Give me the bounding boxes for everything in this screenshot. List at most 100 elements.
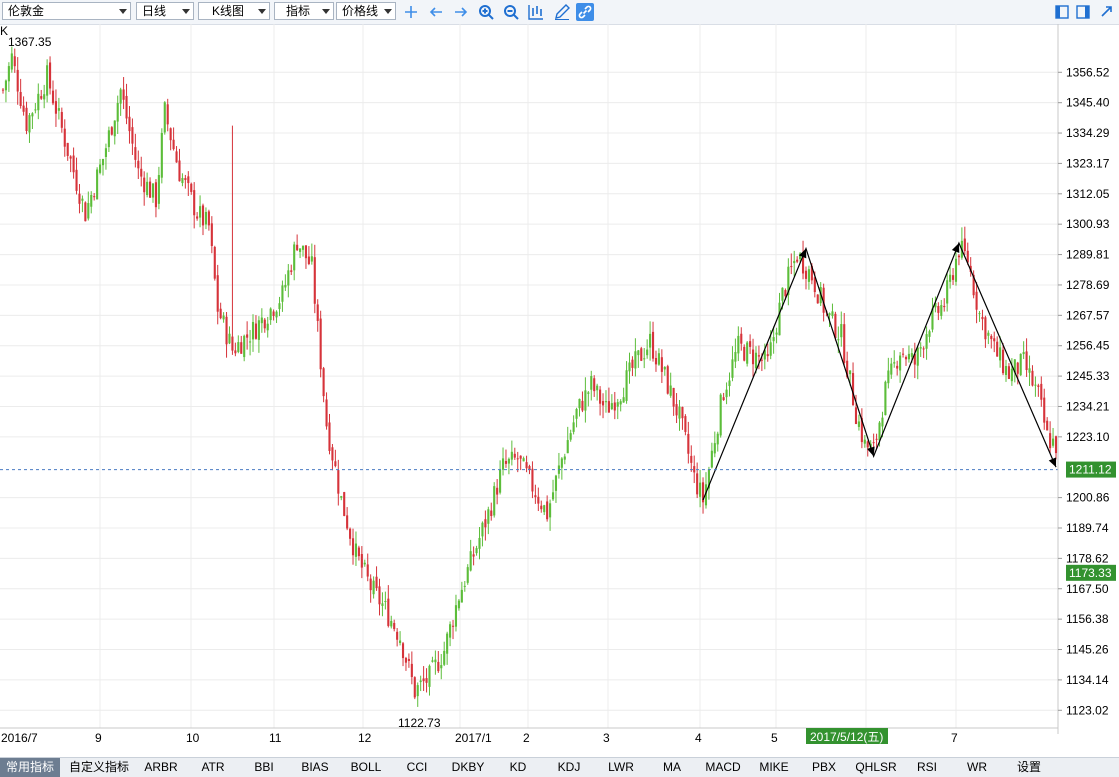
pattern-arrowhead xyxy=(1048,457,1057,468)
candle-body xyxy=(381,603,384,606)
candle-body xyxy=(1019,353,1022,376)
tab-kd[interactable]: KD xyxy=(509,760,527,774)
candle-body xyxy=(313,257,316,304)
candle-body xyxy=(625,370,628,401)
candle-body xyxy=(469,551,472,571)
candle-body xyxy=(1001,349,1005,374)
candlestick-chart[interactable]: 1356.52 1345.40 1334.29 1323.17 1312.05 1300.… xyxy=(0,24,1119,757)
candle-body xyxy=(1034,384,1037,386)
tab-pbx[interactable]: PBX xyxy=(811,760,836,774)
chevron-down-icon xyxy=(182,9,190,14)
expand-icon[interactable] xyxy=(1097,3,1115,21)
candle-body xyxy=(775,332,778,335)
candle-body xyxy=(660,357,663,372)
panel-left-icon[interactable] xyxy=(1053,3,1071,21)
tab-common-indicators[interactable]: 常用指标 xyxy=(0,758,60,777)
pencil-icon[interactable] xyxy=(553,3,571,21)
arrow-left-icon[interactable] xyxy=(427,3,445,21)
price-tick-label: 1345.40 xyxy=(1066,96,1110,110)
date-tick-label: 2016/7 xyxy=(1,731,38,745)
toolbar: 伦敦金 日线 K线图 指标 价格线 xyxy=(0,0,1119,25)
candle-body xyxy=(840,324,843,338)
candle-body xyxy=(272,311,275,316)
indicator-select[interactable]: 指标 xyxy=(274,2,334,20)
tab-kdj[interactable]: KDJ xyxy=(557,760,581,774)
panel-right-icon[interactable] xyxy=(1074,3,1092,21)
candle-body xyxy=(310,256,313,262)
candle-body xyxy=(713,443,716,454)
candle-body xyxy=(669,385,672,396)
candle-body xyxy=(769,342,772,356)
candle-body xyxy=(1028,368,1031,373)
date-tick-label: 11 xyxy=(269,731,282,745)
tab-cci[interactable]: CCI xyxy=(406,760,428,774)
zoom-out-icon[interactable] xyxy=(502,3,520,21)
price-tick-label: 1189.74 xyxy=(1066,521,1109,535)
zoom-in-icon[interactable] xyxy=(477,3,495,21)
candle-body xyxy=(881,417,884,427)
candle-body xyxy=(384,601,387,603)
current-price-text: 1211.12 xyxy=(1069,463,1112,477)
candle-body xyxy=(916,347,919,366)
tab-boll[interactable]: BOLL xyxy=(350,760,382,774)
tab-atr[interactable]: ATR xyxy=(201,760,225,774)
candle-body xyxy=(363,562,366,565)
tab-mike[interactable]: MIKE xyxy=(759,760,789,774)
price-tick-label: 1156.38 xyxy=(1066,612,1109,626)
period-select[interactable]: 日线 xyxy=(136,2,194,20)
date-tick-label: 12 xyxy=(358,731,372,745)
candle-body xyxy=(728,380,731,387)
link-icon[interactable] xyxy=(576,3,594,21)
date-tick-label: 10 xyxy=(186,731,200,745)
arrow-right-icon[interactable] xyxy=(452,3,470,21)
candle-body xyxy=(451,625,455,627)
candle-body xyxy=(510,451,513,460)
chart-type-select[interactable]: K线图 xyxy=(198,2,270,20)
candle-body xyxy=(231,336,234,351)
tab-ma[interactable]: MA xyxy=(663,760,681,774)
price-tick-label: 1334.29 xyxy=(1066,126,1110,140)
price-line-select[interactable]: 价格线 xyxy=(336,2,396,20)
candle-body xyxy=(934,302,937,308)
symbol-select[interactable]: 伦敦金 xyxy=(2,2,131,20)
tab-settings[interactable]: 设置 xyxy=(1016,760,1041,774)
price-tick-label: 1289.81 xyxy=(1066,248,1110,262)
tab-lwr[interactable]: LWR xyxy=(608,760,634,774)
tab-custom-indicators[interactable]: 自定义指标 xyxy=(68,760,129,774)
bar-chart-icon[interactable] xyxy=(527,3,545,21)
candle-body xyxy=(472,554,475,557)
tab-rsi[interactable]: RSI xyxy=(916,760,937,774)
candle-body xyxy=(104,148,108,157)
candle-body xyxy=(25,107,28,132)
tab-dkby[interactable]: DKBY xyxy=(451,760,485,774)
candle-body xyxy=(263,319,266,329)
candle-body xyxy=(616,402,619,407)
candle-body xyxy=(799,253,802,260)
candle-body xyxy=(175,151,178,163)
tab-qhlsr[interactable]: QHLSR xyxy=(855,760,897,774)
tab-wr[interactable]: WR xyxy=(967,760,987,774)
candle-body xyxy=(78,193,81,204)
candle-body xyxy=(143,177,146,193)
candle-body xyxy=(331,447,334,461)
candle-body xyxy=(690,455,693,463)
candle-body xyxy=(1016,362,1019,374)
candle-body xyxy=(610,403,613,410)
candle-body xyxy=(375,576,378,589)
candle-body xyxy=(216,275,219,312)
candle-body xyxy=(1049,433,1052,449)
tab-arbr[interactable]: ARBR xyxy=(144,760,178,774)
candle-body xyxy=(222,315,225,320)
tab-bbi[interactable]: BBI xyxy=(254,760,274,774)
candle-body xyxy=(699,482,702,497)
candle-body xyxy=(749,341,752,347)
crosshair-icon[interactable] xyxy=(402,3,420,21)
candle-body xyxy=(1007,366,1010,379)
candle-body xyxy=(796,259,799,262)
candle-body xyxy=(446,633,449,654)
candle-body xyxy=(581,400,584,411)
tab-macd[interactable]: MACD xyxy=(705,760,741,774)
candle-body xyxy=(801,252,805,274)
candle-body xyxy=(725,389,728,398)
tab-bias[interactable]: BIAS xyxy=(301,760,329,774)
